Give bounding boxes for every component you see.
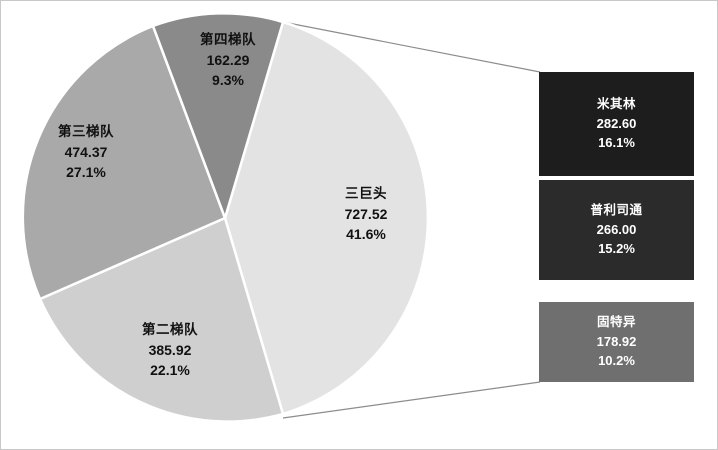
bar-segment-michelin-name: 米其林	[596, 97, 636, 112]
connector-lines	[282, 21, 541, 419]
pie-slice-disiditui[interactable]	[151, 12, 285, 222]
bar-segment-bridgestone-name: 普利司通	[590, 203, 643, 218]
bar-segment-goodyear-percent: 10.2%	[598, 353, 635, 369]
pie-slice-disanditui[interactable]	[21, 24, 227, 301]
pie-slice-dierditui[interactable]	[38, 216, 285, 423]
bar-segment-bridgestone-value: 266.00	[596, 221, 637, 237]
bar-segment-bridgestone-percent: 15.2%	[598, 241, 635, 257]
bar-segment-goodyear-value: 178.92	[596, 333, 637, 349]
bar-segment-michelin[interactable]: 米其林 282.60 16.1%	[539, 72, 694, 176]
bar-segment-bridgestone[interactable]: 普利司通 266.00 15.2%	[539, 180, 694, 280]
pie-slices	[21, 12, 430, 423]
pie-slice-sanjutou[interactable]	[223, 20, 430, 416]
bar-segment-goodyear[interactable]: 固特异 178.92 10.2%	[539, 302, 694, 382]
bar-segment-michelin-percent: 16.1%	[598, 135, 635, 151]
bar-segment-goodyear-name: 固特异	[596, 315, 636, 330]
bar-segment-michelin-value: 282.60	[596, 115, 637, 131]
